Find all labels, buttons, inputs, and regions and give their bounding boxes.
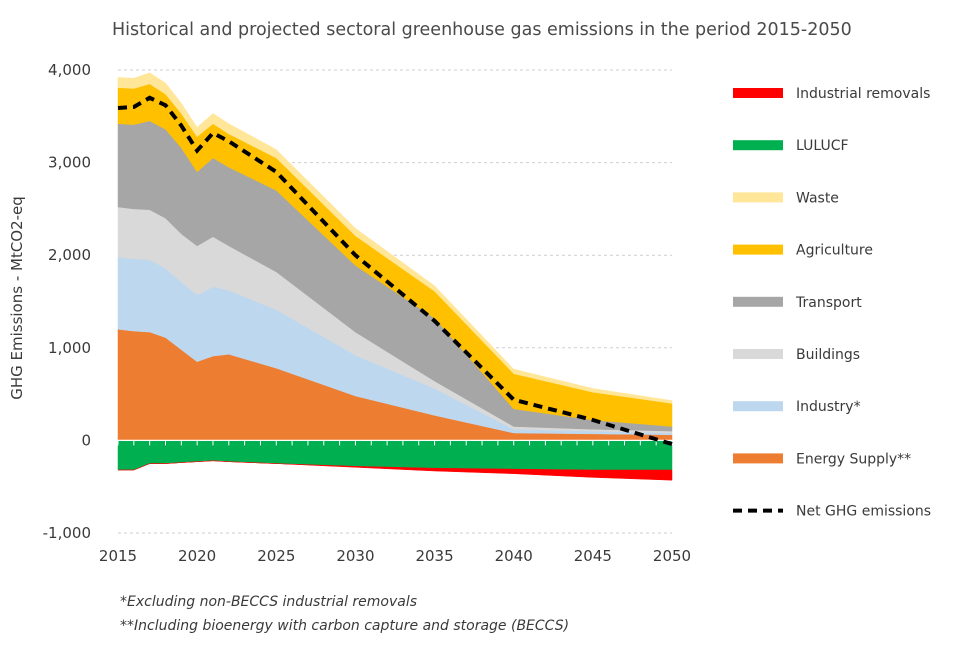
x-tick-label: 2015 xyxy=(99,547,137,565)
area-waste xyxy=(117,72,673,404)
legend-label: Net GHG emissions xyxy=(796,504,931,520)
x-tick-label: 2030 xyxy=(336,547,374,565)
legend-label: Waste xyxy=(796,190,839,206)
x-tick-labels: 2015 2020 2025 2030 2035 2040 2045 2050 xyxy=(99,547,691,565)
legend-item-waste: Waste xyxy=(733,190,839,206)
legend-item-energy-supply: Energy Supply** xyxy=(733,451,911,467)
legend-item-agriculture: Agriculture xyxy=(733,243,873,259)
plot-areas xyxy=(117,72,673,481)
legend-item-industry: Industry* xyxy=(733,399,861,415)
legend-swatch xyxy=(733,244,783,255)
net-ghg-line xyxy=(117,95,673,447)
y-tick-label: 3,000 xyxy=(48,154,91,172)
net-line-group xyxy=(117,95,673,447)
legend-swatch xyxy=(733,296,783,307)
legend-swatch xyxy=(733,401,783,412)
legend-item-buildings: Buildings xyxy=(733,347,860,363)
x-tick-label: 2025 xyxy=(257,547,295,565)
legend-label: Industrial removals xyxy=(796,86,930,102)
x-tick-label: 2050 xyxy=(653,547,691,565)
legend-label: Industry* xyxy=(796,399,861,415)
legend-swatch xyxy=(733,88,783,98)
footnote-2: **Including bioenergy with carbon captur… xyxy=(120,618,569,634)
legend-item-transport: Transport xyxy=(733,295,862,311)
legend-item-lulucf: LULUCF xyxy=(733,138,849,154)
legend-swatch xyxy=(733,192,783,203)
y-tick-labels: -1,000 0 1,000 2,000 3,000 4,000 xyxy=(43,61,91,542)
legend-label: Agriculture xyxy=(796,243,873,259)
x-tick-label: 2035 xyxy=(415,547,453,565)
legend-label: Energy Supply** xyxy=(796,451,911,467)
legend-label: Transport xyxy=(795,295,862,311)
footnote-1: *Excluding non-BECCS industrial removals xyxy=(120,594,417,610)
y-tick-label: -1,000 xyxy=(43,524,91,542)
area-lulucf xyxy=(117,440,673,471)
legend-label: Buildings xyxy=(796,347,860,363)
y-tick-label: 1,000 xyxy=(48,339,91,357)
chart-title: Historical and projected sectoral greenh… xyxy=(112,20,852,40)
area-industrial-removals xyxy=(118,460,673,481)
legend-swatch xyxy=(733,453,783,464)
legend-swatch xyxy=(733,140,783,151)
y-tick-label: 0 xyxy=(81,431,91,449)
legend: Industrial removals LULUCF Waste Agricultur… xyxy=(733,86,931,520)
y-tick-label: 2,000 xyxy=(48,246,91,264)
x-tick-label: 2040 xyxy=(495,547,533,565)
y-axis-label: GHG Emissions - MtCO2-eq xyxy=(8,196,26,400)
legend-swatch xyxy=(733,349,783,359)
x-tick-label: 2020 xyxy=(178,547,216,565)
legend-label: LULUCF xyxy=(796,138,849,154)
legend-item-industrial-removals: Industrial removals xyxy=(733,86,930,102)
x-tick-label: 2045 xyxy=(574,547,612,565)
zero-axis xyxy=(117,439,673,446)
y-tick-label: 4,000 xyxy=(48,61,91,79)
legend-item-net-ghg-emissions: Net GHG emissions xyxy=(733,504,931,520)
